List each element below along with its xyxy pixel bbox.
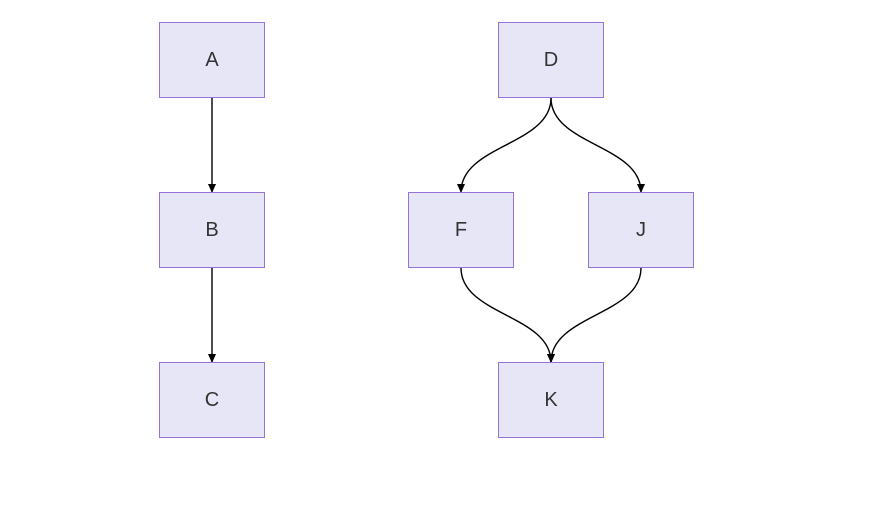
edge-d-f [461,98,551,192]
node-c: C [159,362,265,438]
node-d: D [498,22,604,98]
diagram-canvas: A B C D F J K [0,0,885,523]
node-label: F [455,219,467,242]
node-f: F [408,192,514,268]
node-k: K [498,362,604,438]
edge-f-k [461,268,551,362]
node-j: J [588,192,694,268]
edge-j-k [551,268,641,362]
edge-d-j [551,98,641,192]
node-label: J [636,219,646,242]
node-a: A [159,22,265,98]
node-label: K [544,389,557,412]
node-label: A [205,49,218,72]
node-label: D [544,49,558,72]
node-label: B [205,219,218,242]
node-b: B [159,192,265,268]
node-label: C [205,389,219,412]
